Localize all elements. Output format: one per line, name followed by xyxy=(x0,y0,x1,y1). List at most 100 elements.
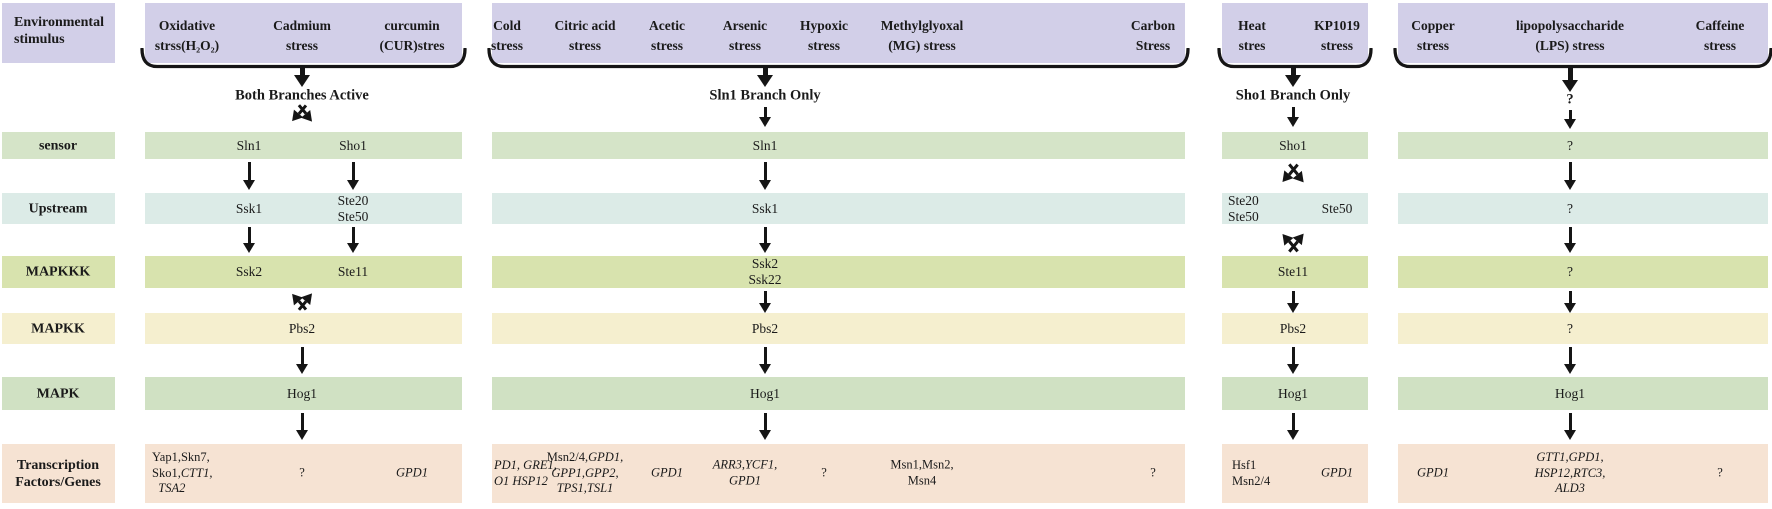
band-tf-g2 xyxy=(492,444,1185,503)
row-label-tf: Transcription Factors/Genes xyxy=(15,458,101,490)
band-header-g3 xyxy=(1222,3,1368,63)
stimulus-caffeine: Caffeine stress xyxy=(1695,18,1745,53)
cell-tf-g1-cadmium: ? xyxy=(299,465,305,480)
arrow-branch-to-sensor-g2 xyxy=(764,107,767,117)
stimulus-heat: Heat stres xyxy=(1238,18,1266,53)
arrow-mapkkk-mapkk-g4 xyxy=(1569,291,1572,303)
cell-mapkkk-g4-unknown: ? xyxy=(1567,264,1573,279)
branch-label-g4: ? xyxy=(1566,91,1574,108)
cell-mapkk-g2-pbs2: Pbs2 xyxy=(751,321,779,336)
stimulus-kp1019: KP1019 stress xyxy=(1314,18,1360,53)
stimulus-cold: Cold stress xyxy=(491,18,523,53)
stimulus-copper: Copper stress xyxy=(1411,18,1455,53)
row-label-sensor: sensor xyxy=(38,138,78,154)
arrow-mapkkk-mapkk-g2 xyxy=(764,291,767,303)
arrow-mapk-tf-g2 xyxy=(764,413,767,430)
branch-label-g2: Sln1 Branch Only xyxy=(709,87,821,104)
cell-mapk-g2-hog1: Hog1 xyxy=(750,386,780,401)
cell-mapkkk-g3-ste11: Ste11 xyxy=(1277,264,1309,279)
cell-upstream-g4-unknown: ? xyxy=(1567,201,1573,216)
cell-tf-g1-curcumin: GPD1 xyxy=(396,465,428,480)
cell-tf-g2-hypoxic: ? xyxy=(821,465,827,480)
stimulus-lps: lipopolysaccharide (LPS) stress xyxy=(1515,18,1625,53)
band-mapkk-label xyxy=(2,313,115,344)
band-sensor-g2 xyxy=(492,132,1185,159)
arrow-mapkk-mapk-g4 xyxy=(1569,347,1572,364)
cell-mapkkk-g1-ssk2: Ssk2 xyxy=(235,264,263,279)
band-mapk-label xyxy=(2,377,115,410)
band-mapkkk-label xyxy=(2,256,115,288)
cell-tf-g2-acetic: GPD1 xyxy=(651,465,683,480)
arrow-sensor-upstream-g1b xyxy=(352,162,355,180)
band-header-labels xyxy=(2,3,115,63)
stimulus-curcumin: curcumin (CUR)stres xyxy=(379,18,445,53)
row-label-stimulus: Environmental stimulus xyxy=(14,15,104,47)
stimulus-methylglyoxal: Methylglyoxal (MG) stress xyxy=(880,18,964,53)
band-mapkk-g4 xyxy=(1398,313,1768,344)
cell-sensor-g1-sln1: Sln1 xyxy=(236,138,262,153)
cell-tf-g2-citric: Msn2/4,GPD1, GPP1,GPP2, TPS1,TSL1 xyxy=(546,449,624,495)
arrow-branch-to-sensor-g3 xyxy=(1292,107,1295,117)
cell-upstream-g1-ssk1: Ssk1 xyxy=(235,201,263,216)
cell-tf-g3-kp1019: GPD1 xyxy=(1321,465,1353,480)
stimulus-carbon: Carbon Stress xyxy=(1130,18,1176,53)
cell-tf-g2-cold: PD1, GRE1, O1 HSP12 xyxy=(494,458,557,488)
arrow-branch-to-sensor-g4 xyxy=(1569,110,1572,119)
band-mapk-g1 xyxy=(145,377,462,410)
band-mapkkk-g2 xyxy=(492,256,1185,288)
big-arrow-g3 xyxy=(1291,66,1296,75)
arrow-mapkk-mapk-g1 xyxy=(301,347,304,364)
row-label-mapk: MAPK xyxy=(36,386,80,402)
big-arrow-g4 xyxy=(1568,66,1573,80)
band-upstream-label xyxy=(2,193,115,224)
cell-upstream-g1-ste20-ste50: Ste20 Ste50 xyxy=(337,193,369,224)
band-mapkkk-g1 xyxy=(145,256,462,288)
band-tf-g1 xyxy=(145,444,462,503)
band-header-g4 xyxy=(1398,3,1768,63)
band-mapkkk-g3 xyxy=(1222,256,1368,288)
cell-mapkkk-g1-ste11: Ste11 xyxy=(337,264,369,279)
cell-sensor-g2-sln1: Sln1 xyxy=(752,138,778,153)
band-mapkk-g2 xyxy=(492,313,1185,344)
band-mapk-g3 xyxy=(1222,377,1368,410)
cell-upstream-g3-ste50: Ste50 xyxy=(1321,201,1353,216)
cell-tf-g2-arsenic: ARR3,YCF1, GPD1 xyxy=(712,457,778,488)
cell-tf-g4-lps: GTT1,GPD1, HSP12,RTC3, ALD3 xyxy=(1534,449,1606,495)
header-bracket-g4 xyxy=(1393,48,1772,69)
band-header-g2 xyxy=(492,3,1185,63)
cell-mapkkk-g2-ssk2-ssk22: Ssk2 Ssk22 xyxy=(748,256,782,287)
stimulus-arsenic: Arsenic stress xyxy=(722,18,768,53)
stimulus-hypoxic: Hypoxic stress xyxy=(799,18,849,53)
band-header-g1 xyxy=(145,3,462,63)
arrow-mapk-tf-g3 xyxy=(1292,413,1295,430)
arrow-mapkk-mapk-g3 xyxy=(1292,347,1295,364)
big-arrow-g2 xyxy=(763,66,768,75)
band-sensor-label xyxy=(2,132,115,159)
arrow-mapkkk-mapkk-g3 xyxy=(1292,291,1295,303)
band-mapkk-g1 xyxy=(145,313,462,344)
cell-mapk-g4-hog1: Hog1 xyxy=(1555,386,1585,401)
band-upstream-g3 xyxy=(1222,193,1368,224)
cell-sensor-g3-sho1: Sho1 xyxy=(1279,138,1307,153)
cell-mapk-g1-hog1: Hog1 xyxy=(287,386,317,401)
arrow-mapkk-mapk-g2 xyxy=(764,347,767,364)
arrow-upstream-mapkkk-g4 xyxy=(1569,227,1572,243)
cell-mapkk-g1-pbs2: Pbs2 xyxy=(288,321,316,336)
big-arrow-g1 xyxy=(300,66,305,75)
branch-label-g1: Both Branches Active xyxy=(235,87,369,104)
row-label-mapkk: MAPKK xyxy=(31,321,85,337)
band-mapk-g2 xyxy=(492,377,1185,410)
band-mapk-g4 xyxy=(1398,377,1768,410)
cell-tf-g1-oxidative: Yap1,Skn7, Sko1,CTT1, TSA2 xyxy=(152,450,213,495)
band-sensor-g4 xyxy=(1398,132,1768,159)
row-label-upstream: Upstream xyxy=(28,201,88,217)
band-upstream-g4 xyxy=(1398,193,1768,224)
arrow-upstream-mapkkk-g2 xyxy=(764,227,767,243)
cell-tf-g3-heat: Hsf1 Msn2/4 xyxy=(1232,458,1271,488)
stimulus-oxidative: Oxidative strss(H₂O₂) xyxy=(154,18,220,53)
stimulus-acetic: Acetic stress xyxy=(649,18,685,53)
cell-tf-g2-mg: Msn1,Msn2, Msn4 xyxy=(890,457,954,488)
arrow-upstream-mapkkk-g1a xyxy=(248,227,251,243)
cell-mapk-g3-hog1: Hog1 xyxy=(1278,386,1308,401)
